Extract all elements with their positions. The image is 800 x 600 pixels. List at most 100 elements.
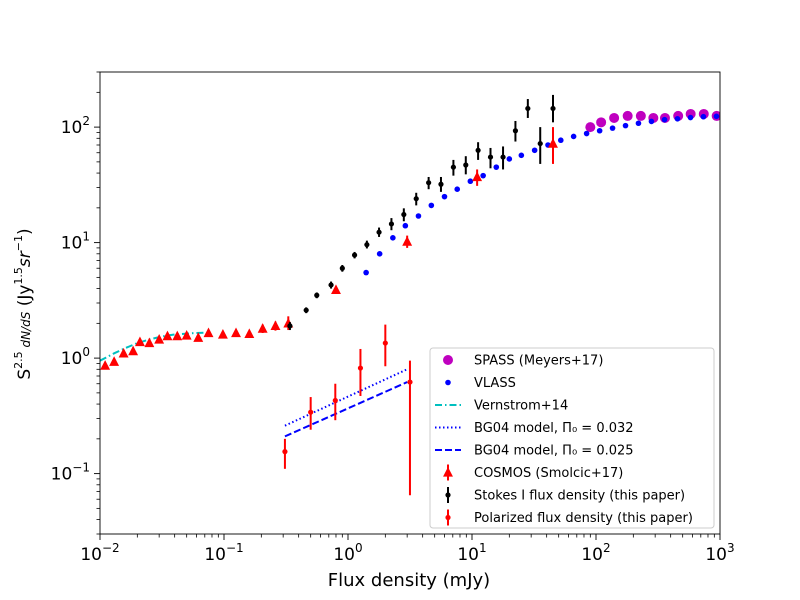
data-point <box>135 336 145 347</box>
data-point <box>550 105 556 112</box>
legend-box <box>429 347 715 529</box>
data-point <box>548 138 558 148</box>
legend-label: Stokes I flux density (this paper) <box>474 489 685 504</box>
data-point <box>713 113 720 120</box>
series-line <box>284 381 408 438</box>
legend-marker <box>445 492 451 498</box>
series-7 <box>550 94 556 123</box>
x-tick-label: 103 <box>705 541 734 565</box>
data-point <box>339 265 345 271</box>
data-point <box>596 127 603 134</box>
data-point <box>475 147 481 153</box>
data-point <box>413 196 419 202</box>
data-point <box>648 118 655 125</box>
legend-marker <box>443 355 453 365</box>
legend-item-vernstrom: Vernstrom+14 <box>435 399 568 414</box>
data-point <box>390 235 396 241</box>
legend-item-cosmos: COSMOS (Smolcic+17) <box>443 464 623 481</box>
data-point <box>537 140 543 147</box>
data-point <box>635 110 646 121</box>
data-point <box>454 186 461 193</box>
data-point <box>328 282 334 288</box>
data-point <box>231 327 241 338</box>
legend-label: COSMOS (Smolcic+17) <box>474 466 623 481</box>
data-point <box>376 251 383 257</box>
legend-label: VLASS <box>474 376 516 391</box>
data-point <box>154 333 165 344</box>
data-point <box>480 172 486 179</box>
data-point <box>357 365 364 371</box>
data-point <box>303 307 309 313</box>
data-point <box>331 284 341 294</box>
data-point <box>402 222 409 229</box>
data-point <box>244 328 255 339</box>
x-tick-label: 10−2 <box>80 541 119 565</box>
axes-frame <box>99 71 721 535</box>
data-point <box>512 128 519 134</box>
data-point <box>500 154 506 160</box>
data-point <box>441 193 448 200</box>
series-5 <box>100 127 558 370</box>
data-point <box>438 181 444 187</box>
axes: 10−2 10−1 100 101 102 103 10−1 100 101 102 <box>51 71 735 565</box>
data-point <box>332 397 338 404</box>
data-point <box>583 130 590 137</box>
series-8 <box>282 324 413 496</box>
data-point <box>388 221 395 227</box>
data-point <box>193 332 204 342</box>
data-point <box>282 449 288 455</box>
data-point <box>570 133 577 140</box>
data-point <box>118 347 129 358</box>
data-point <box>382 340 388 346</box>
legend-item-bg04_032: BG04 model, Π₀ = 0.032 <box>435 421 634 436</box>
data-point <box>609 125 616 131</box>
data-point <box>674 116 681 122</box>
x-tick-label: 102 <box>581 541 610 565</box>
data-point <box>622 122 629 129</box>
y-tick-label: 101 <box>61 230 90 254</box>
data-point <box>467 178 474 185</box>
data-point <box>376 229 382 235</box>
data-point <box>308 409 314 415</box>
legend-label: Vernstrom+14 <box>474 399 568 414</box>
data-point <box>463 162 469 168</box>
legend-label: SPASS (Meyers+17) <box>474 354 603 369</box>
legend-marker <box>443 467 453 477</box>
legend-item-bg04_025: BG04 model, Π₀ = 0.025 <box>435 444 634 459</box>
data-point <box>518 152 525 159</box>
data-point <box>128 345 139 356</box>
data-point <box>493 164 500 170</box>
data-point <box>428 202 435 209</box>
legend-item-vlass: VLASS <box>445 376 516 391</box>
data-point <box>257 323 268 333</box>
legend-marker <box>445 379 451 386</box>
series-4 <box>284 381 408 438</box>
series-line <box>284 368 408 427</box>
legend-label: BG04 model, Π₀ = 0.025 <box>474 444 634 459</box>
y-tick-label: 10−1 <box>51 461 90 485</box>
x-tick-label: 10−1 <box>204 541 243 565</box>
data-point <box>450 164 457 170</box>
y-tick-label: 102 <box>61 114 90 138</box>
legend-item-spass: SPASS (Meyers+17) <box>443 354 603 369</box>
data-point <box>596 117 607 128</box>
data-point <box>557 137 564 144</box>
series-1 <box>363 113 720 276</box>
y-tick-label: 100 <box>61 345 90 369</box>
data-point <box>363 269 369 276</box>
data-point <box>270 320 281 331</box>
x-tick-label: 100 <box>333 541 362 565</box>
data-point <box>635 120 642 127</box>
legend-item-polarized: Polarized flux density (this paper) <box>445 509 693 526</box>
data-point <box>109 356 120 366</box>
data-point <box>687 114 694 121</box>
data-point <box>217 329 228 339</box>
data-point <box>364 242 370 248</box>
data-point <box>407 379 413 385</box>
x-axis-label: Flux density (mJy) <box>328 570 490 591</box>
legend-label: BG04 model, Π₀ = 0.032 <box>474 421 634 436</box>
data-point <box>700 113 707 120</box>
legend-label: Polarized flux density (this paper) <box>474 511 693 526</box>
data-point <box>162 330 173 341</box>
series-layer <box>100 94 720 496</box>
